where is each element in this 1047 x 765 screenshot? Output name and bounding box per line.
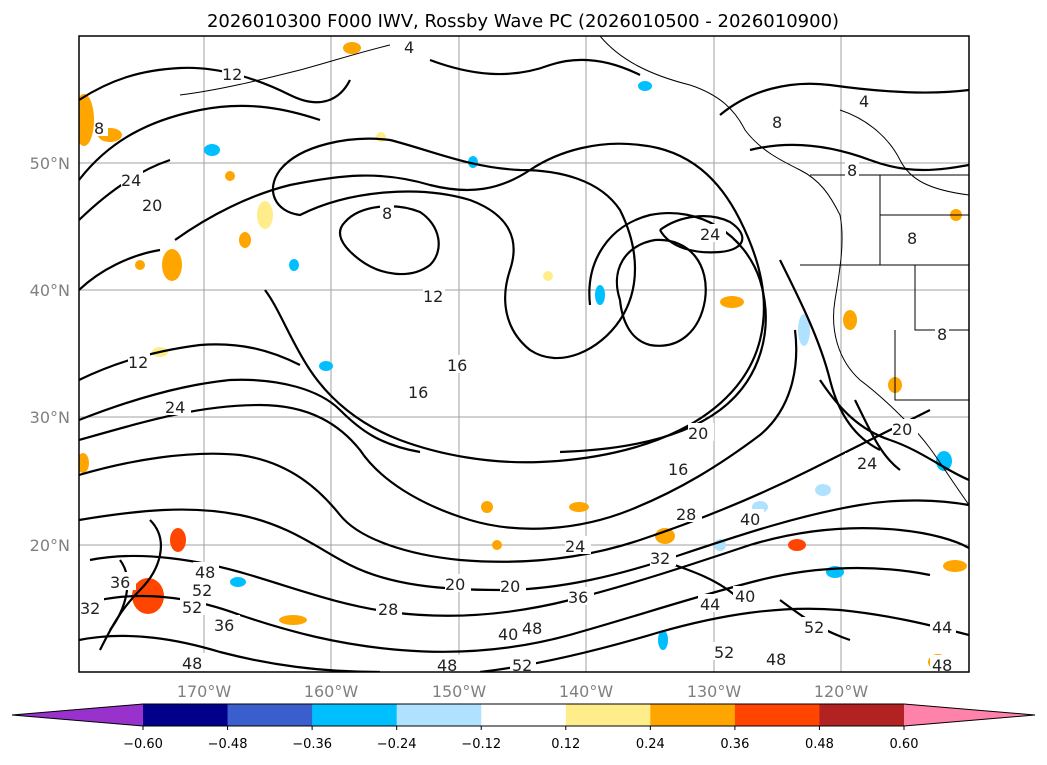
contour-label: 8	[847, 161, 857, 180]
contour-label: 8	[937, 325, 947, 344]
colorbar-swatch	[312, 704, 398, 726]
contour-labels: 12 4 4 24 20 8 8 12 16 16 12	[79, 37, 956, 675]
contour-label: 44	[700, 595, 720, 614]
contour-label: 48	[766, 650, 786, 669]
contour-label: 20	[892, 420, 912, 439]
contour-label: 24	[165, 398, 185, 417]
lat-label: 30°N	[30, 408, 70, 427]
colorbar-swatch	[650, 704, 736, 726]
contour-label: 32	[80, 599, 100, 618]
lat-label: 50°N	[30, 154, 70, 173]
contour-label: 40	[735, 587, 755, 606]
colorbar-swatch	[396, 704, 482, 726]
colorbar-extend-high	[904, 704, 1035, 726]
contour-label: 24	[857, 454, 877, 473]
lon-label: 130°W	[687, 682, 742, 701]
contour-label: 20	[500, 577, 520, 596]
contour-label: 12	[222, 65, 242, 84]
contour-label: 52	[804, 618, 824, 637]
colorbar-tick-label: 0.24	[636, 737, 665, 752]
contour-label: 48	[522, 619, 542, 638]
contour-label: 52	[182, 598, 202, 617]
colorbar-tick-label: 0.60	[890, 737, 919, 752]
contour-label: 40	[740, 510, 760, 529]
contour-label: 52	[512, 656, 532, 675]
contour-label: 12	[423, 287, 443, 306]
lon-label: 170°W	[177, 682, 232, 701]
contour-label: 24	[700, 225, 720, 244]
contour-label: 48	[932, 656, 952, 675]
contour-label: 48	[437, 656, 457, 675]
colorbar-tick-label: −0.60	[123, 737, 163, 752]
contour-label: 32	[650, 549, 670, 568]
map-panel: 12 4 4 24 20 8 8 12 16 16 12	[78, 35, 970, 675]
contour-label: 20	[688, 424, 708, 443]
colorbar-swatch	[565, 704, 651, 726]
lon-label: 140°W	[559, 682, 614, 701]
map-frame	[78, 35, 970, 673]
contour-label: 20	[142, 196, 162, 215]
contour-label: 20	[445, 575, 465, 594]
contour-label: 12	[128, 353, 148, 372]
contour-label: 16	[408, 383, 428, 402]
contour-label: 8	[94, 119, 104, 138]
contour-label: 24	[121, 171, 141, 190]
lon-label: 120°W	[814, 682, 869, 701]
lon-label: 160°W	[304, 682, 359, 701]
colorbar-swatch	[143, 704, 229, 726]
lat-label: 40°N	[30, 281, 70, 300]
colorbar-tick-label: 0.48	[805, 737, 834, 752]
colorbar-tick-label: 0.36	[720, 737, 749, 752]
contour-label: 8	[382, 204, 392, 223]
contour-label: 48	[195, 563, 215, 582]
contour-label: 24	[565, 537, 585, 556]
colorbar: −0.60 −0.48 −0.36 −0.24 −0.12 0.12 0.24 0.36 0.4…	[11, 703, 1036, 752]
colorbar-swatch	[481, 704, 567, 726]
coastlines	[179, 36, 969, 506]
longitude-labels: 170°W 160°W 150°W 140°W 130°W 120°W	[177, 682, 869, 701]
lon-label: 150°W	[432, 682, 487, 701]
contour-label: 28	[676, 505, 696, 524]
contour-label: 16	[447, 356, 467, 375]
colorbar-swatch	[734, 704, 820, 726]
colorbar-tick-label: −0.36	[292, 737, 332, 752]
contour-label: 28	[378, 600, 398, 619]
contour-label: 4	[859, 92, 869, 111]
colorbar-tick-label: −0.24	[377, 737, 417, 752]
contour-label: 44	[932, 618, 952, 637]
map-title: 2026010300 F000 IWV, Rossby Wave PC (202…	[207, 11, 839, 32]
contour-label: 52	[714, 643, 734, 662]
latitude-labels: 50°N 40°N 30°N 20°N	[30, 154, 70, 555]
contour-label: 8	[772, 113, 782, 132]
colorbar-tick-label: 0.12	[551, 737, 580, 752]
contour-label: 48	[182, 654, 202, 673]
colorbar-tick-label: −0.48	[208, 737, 248, 752]
lat-label: 20°N	[30, 536, 70, 555]
contour-label: 4	[404, 38, 414, 57]
contour-label: 52	[192, 581, 212, 600]
colorbar-tick-label: −0.12	[461, 737, 501, 752]
colorbar-swatch	[819, 704, 905, 726]
contour-label: 36	[110, 573, 130, 592]
contour-label: 16	[668, 460, 688, 479]
contour-label: 40	[498, 625, 518, 644]
contour-label: 36	[214, 616, 234, 635]
contour-label: 36	[568, 588, 588, 607]
contour-label: 8	[907, 229, 917, 248]
colorbar-extend-low	[12, 704, 143, 726]
colorbar-swatch	[227, 704, 313, 726]
